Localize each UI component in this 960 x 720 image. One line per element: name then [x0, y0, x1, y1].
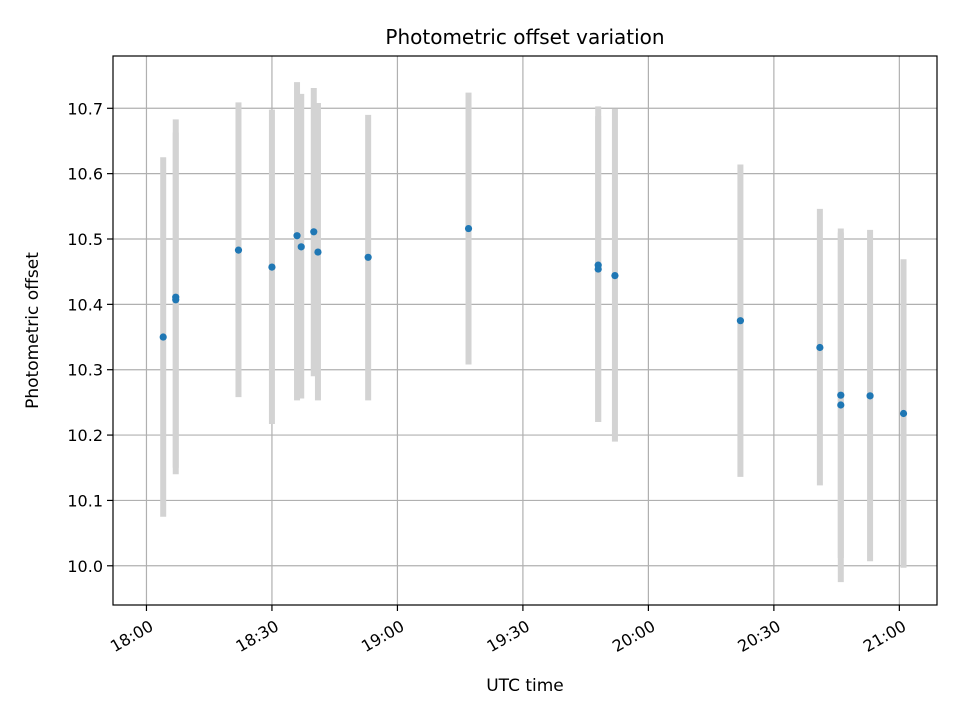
- y-tick-label: 10.6: [67, 165, 103, 184]
- data-point: [364, 253, 372, 261]
- data-point: [611, 272, 619, 280]
- data-point: [310, 228, 318, 236]
- y-tick-label: 10.3: [67, 361, 103, 380]
- data-point: [314, 248, 322, 256]
- data-point: [899, 409, 908, 418]
- data-point: [837, 401, 845, 409]
- data-point: [866, 392, 874, 400]
- y-axis-ticks: 10.0 10.1 10.2 10.3 10.4 10.5 10.6 10.7: [67, 99, 113, 576]
- data-point: [297, 243, 305, 251]
- plot-area-frame: [112, 55, 938, 606]
- data-points: [159, 224, 908, 418]
- data-point: [816, 343, 824, 352]
- y-tick-label: 10.4: [67, 295, 103, 314]
- data-point: [268, 263, 276, 271]
- data-point: [736, 317, 745, 325]
- y-tick-label: 10.2: [67, 426, 103, 445]
- y-tick-label: 10.7: [67, 99, 103, 118]
- data-point: [159, 333, 167, 341]
- x-axis-title: UTC time: [486, 676, 564, 696]
- y-axis-title: Photometric offset: [23, 252, 43, 409]
- y-tick-label: 10.5: [67, 230, 103, 249]
- data-point: [594, 265, 602, 273]
- y-tick-label: 10.1: [67, 491, 103, 510]
- y-tick-label: 10.0: [67, 557, 103, 576]
- data-point: [464, 224, 473, 233]
- chart-title: Photometric offset variation: [385, 25, 664, 49]
- data-point: [172, 293, 180, 301]
- grid: [113, 56, 937, 605]
- data-point: [293, 232, 301, 240]
- data-point: [234, 246, 243, 254]
- data-point: [837, 391, 845, 399]
